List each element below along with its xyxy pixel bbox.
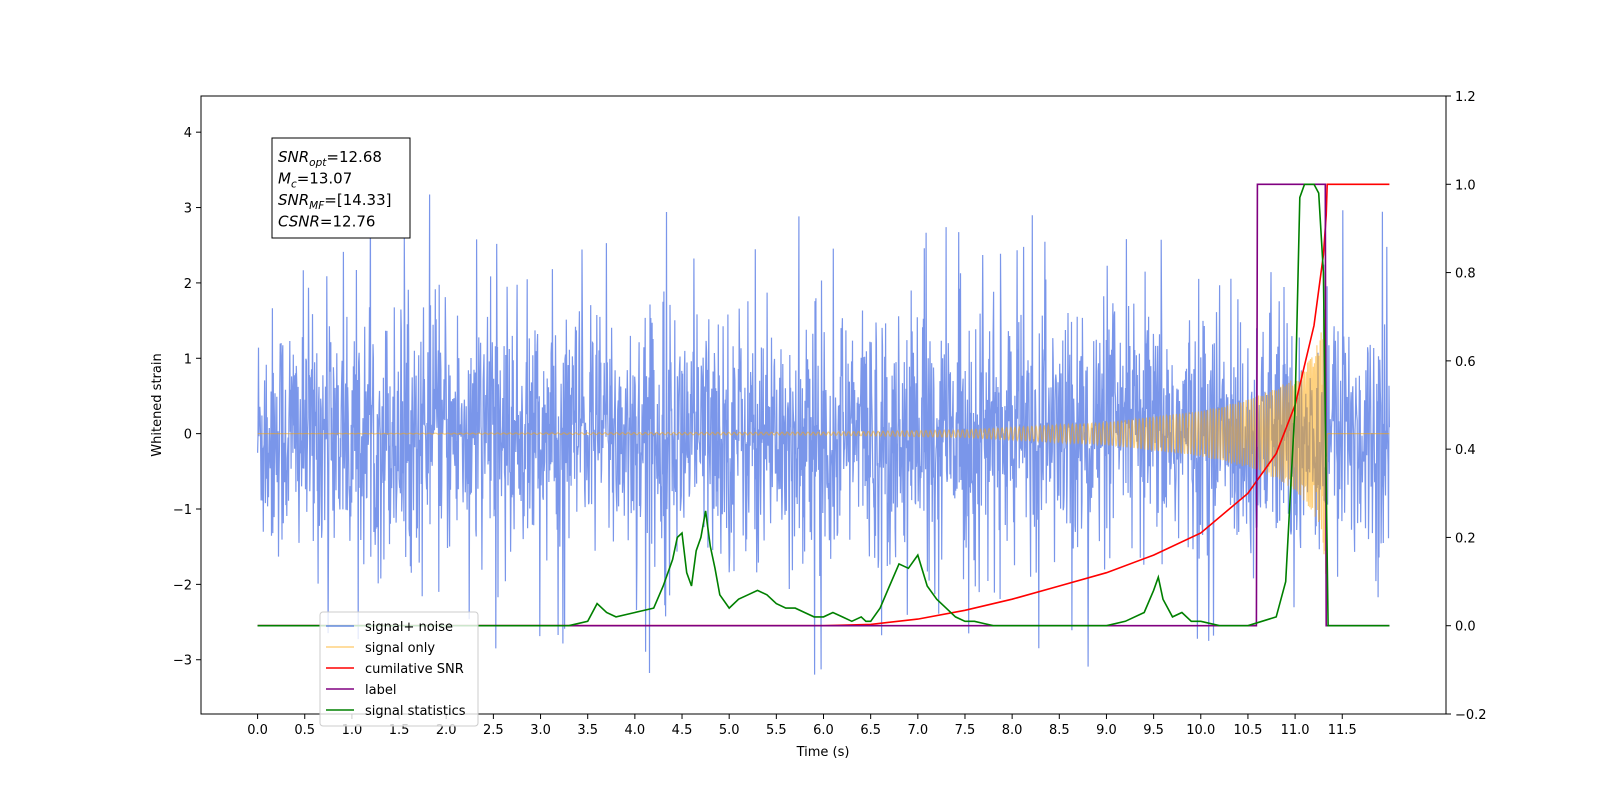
x-tick-label: 8.0 (1002, 723, 1023, 738)
stats-annotation-box: SNRopt=12.68Mc=13.07SNRMF=[14.33]CSNR=12… (271, 137, 411, 239)
x-tick-label: 5.0 (719, 723, 740, 738)
y-axis-title: Whitened strain (150, 353, 165, 456)
series-line-cumilative-snr (257, 183, 1390, 627)
y2-tick-label: 1.0 (1455, 178, 1476, 193)
x-tick-label: 1.0 (342, 723, 363, 738)
legend: signal+ noise signal only cumilative SNR la… (319, 611, 479, 727)
y-tick-label: 2 (184, 277, 192, 292)
x-tick-label: 5.5 (766, 723, 787, 738)
stats-line: Mc=13.07 (278, 170, 352, 191)
stats-line: SNRMF=[14.33] (278, 191, 392, 212)
x-tick-label: 0.5 (294, 723, 315, 738)
y2-tick-label: 0.2 (1455, 531, 1476, 546)
x-tick-label: 10.0 (1186, 723, 1215, 738)
x-tick-label: 9.0 (1096, 723, 1117, 738)
y2-tick-label: −0.2 (1455, 708, 1487, 723)
y-tick-label: 4 (184, 126, 192, 141)
x-tick-label: 2.0 (436, 723, 457, 738)
x-axis-title: Time (s) (796, 745, 850, 760)
y2-tick-label: 0.8 (1455, 267, 1476, 282)
x-tick-label: 9.5 (1143, 723, 1164, 738)
y2-tick-label: 0.6 (1455, 355, 1476, 370)
legend-frame (319, 611, 479, 727)
series-line-signal-statistics (257, 183, 1390, 627)
stats-line: SNRopt=12.68 (278, 148, 382, 169)
series-line-signal-noise (257, 194, 1390, 675)
y-tick-label: 0 (184, 428, 192, 443)
x-tick-label: 11.0 (1281, 723, 1310, 738)
legend-label: signal+ noise (365, 620, 453, 635)
legend-label: signal only (365, 641, 435, 656)
legend-label: label (365, 683, 396, 698)
y-tick-label: 3 (184, 202, 192, 217)
x-tick-label: 0.0 (247, 723, 268, 738)
x-tick-label: 3.5 (577, 723, 598, 738)
y2-tick-label: 1.2 (1455, 90, 1476, 105)
legend-label: signal statistics (365, 704, 466, 719)
y-tick-label: 1 (184, 352, 192, 367)
x-tick-label: 7.5 (955, 723, 976, 738)
x-tick-label: 4.5 (672, 723, 693, 738)
legend-label: cumilative SNR (365, 662, 464, 677)
x-tick-label: 2.5 (483, 723, 504, 738)
x-tick-label: 10.5 (1233, 723, 1262, 738)
x-tick-label: 3.0 (530, 723, 551, 738)
stats-line: CSNR=12.76 (278, 213, 375, 231)
x-tick-label: 7.0 (907, 723, 928, 738)
y2-tick-label: 0.4 (1455, 443, 1476, 458)
y-tick-label: −2 (173, 578, 192, 593)
x-tick-label: 1.5 (389, 723, 410, 738)
y2-tick-label: 0.0 (1455, 620, 1476, 635)
x-tick-label: 6.5 (860, 723, 881, 738)
stats-box-frame (271, 137, 411, 239)
x-tick-label: 8.5 (1049, 723, 1070, 738)
series-layer (257, 183, 1390, 675)
series-line-signal-only (257, 309, 1390, 574)
x-tick-label: 11.5 (1328, 723, 1357, 738)
y-tick-label: −3 (173, 654, 192, 669)
y-tick-label: −1 (173, 503, 192, 518)
axes-layer: 0.0 0.5 1.0 1.5 2.0 2.5 3.0 3.5 4.0 4.5 5.0 5.5 6.0 6… (173, 90, 1487, 738)
x-tick-label: 4.0 (625, 723, 646, 738)
x-tick-label: 6.0 (813, 723, 834, 738)
